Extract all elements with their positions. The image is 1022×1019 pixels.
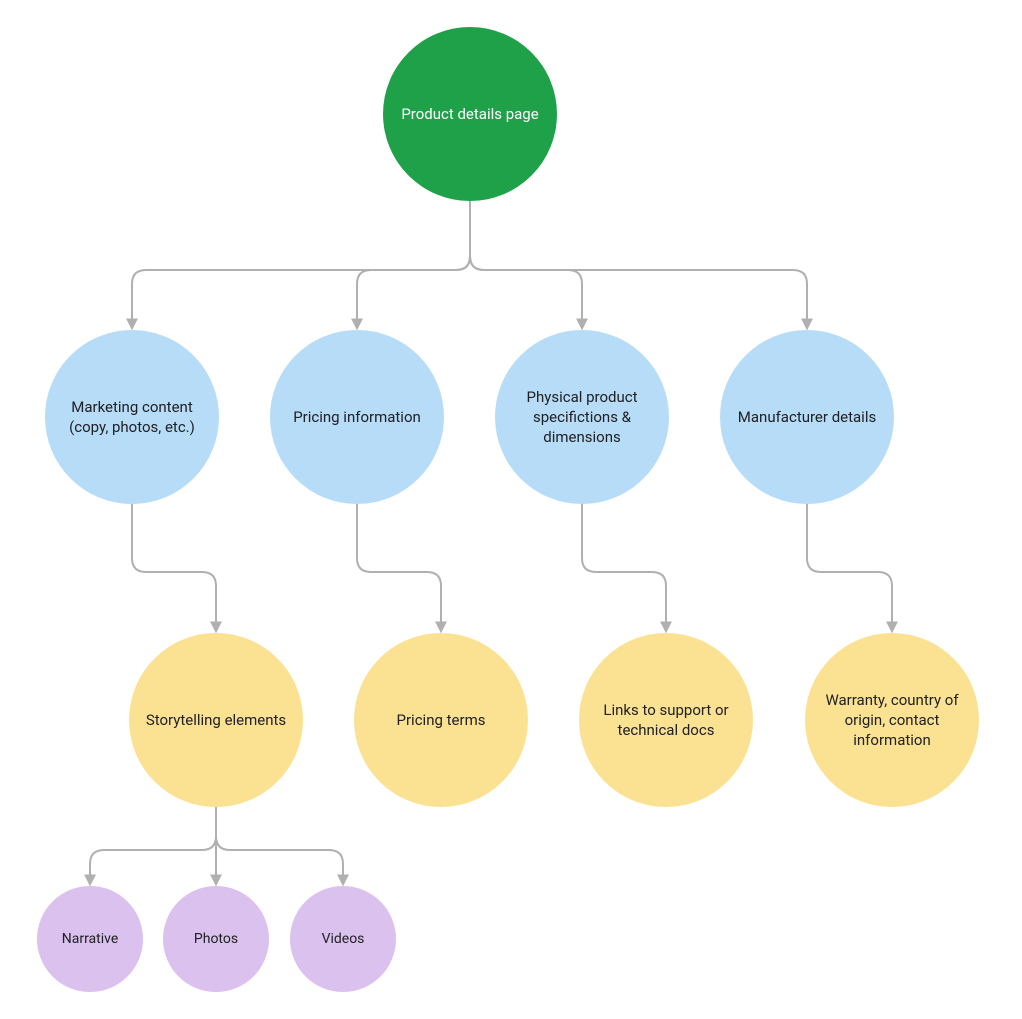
node-label: Product details page (391, 104, 548, 124)
node-label: Manufacturer details (728, 407, 886, 427)
node-narrative: Narrative (37, 886, 143, 992)
edge (470, 201, 582, 328)
node-label: Links to support or technical docs (579, 700, 753, 741)
node-label: Marketing content (copy, photos, etc.) (45, 397, 219, 438)
node-pricing-terms: Pricing terms (354, 633, 528, 807)
node-videos: Videos (290, 886, 396, 992)
edge (807, 504, 892, 631)
node-pricing: Pricing information (270, 330, 444, 504)
node-root: Product details page (383, 27, 557, 201)
edge (357, 201, 470, 328)
node-marketing: Marketing content (copy, photos, etc.) (45, 330, 219, 504)
diagram-canvas: Product details page Marketing content (… (0, 0, 1022, 1019)
edge (216, 807, 343, 884)
node-label: Narrative (52, 930, 129, 949)
node-label: Pricing information (283, 407, 431, 427)
node-support-links: Links to support or technical docs (579, 633, 753, 807)
node-label: Storytelling elements (136, 710, 296, 730)
node-storytelling: Storytelling elements (129, 633, 303, 807)
node-label: Warranty, country of origin, contact inf… (805, 690, 979, 751)
edge (470, 201, 807, 328)
node-warranty: Warranty, country of origin, contact inf… (805, 633, 979, 807)
node-label: Videos (312, 930, 375, 949)
node-specs: Physical product specifictions & dimensi… (495, 330, 669, 504)
edge (132, 201, 470, 328)
edge (90, 807, 216, 884)
node-label: Pricing terms (387, 710, 496, 730)
node-label: Photos (184, 930, 248, 949)
node-photos: Photos (163, 886, 269, 992)
node-manufacturer: Manufacturer details (720, 330, 894, 504)
edge (357, 504, 441, 631)
edge (132, 504, 216, 631)
edge (582, 504, 666, 631)
node-label: Physical product specifictions & dimensi… (495, 387, 669, 448)
